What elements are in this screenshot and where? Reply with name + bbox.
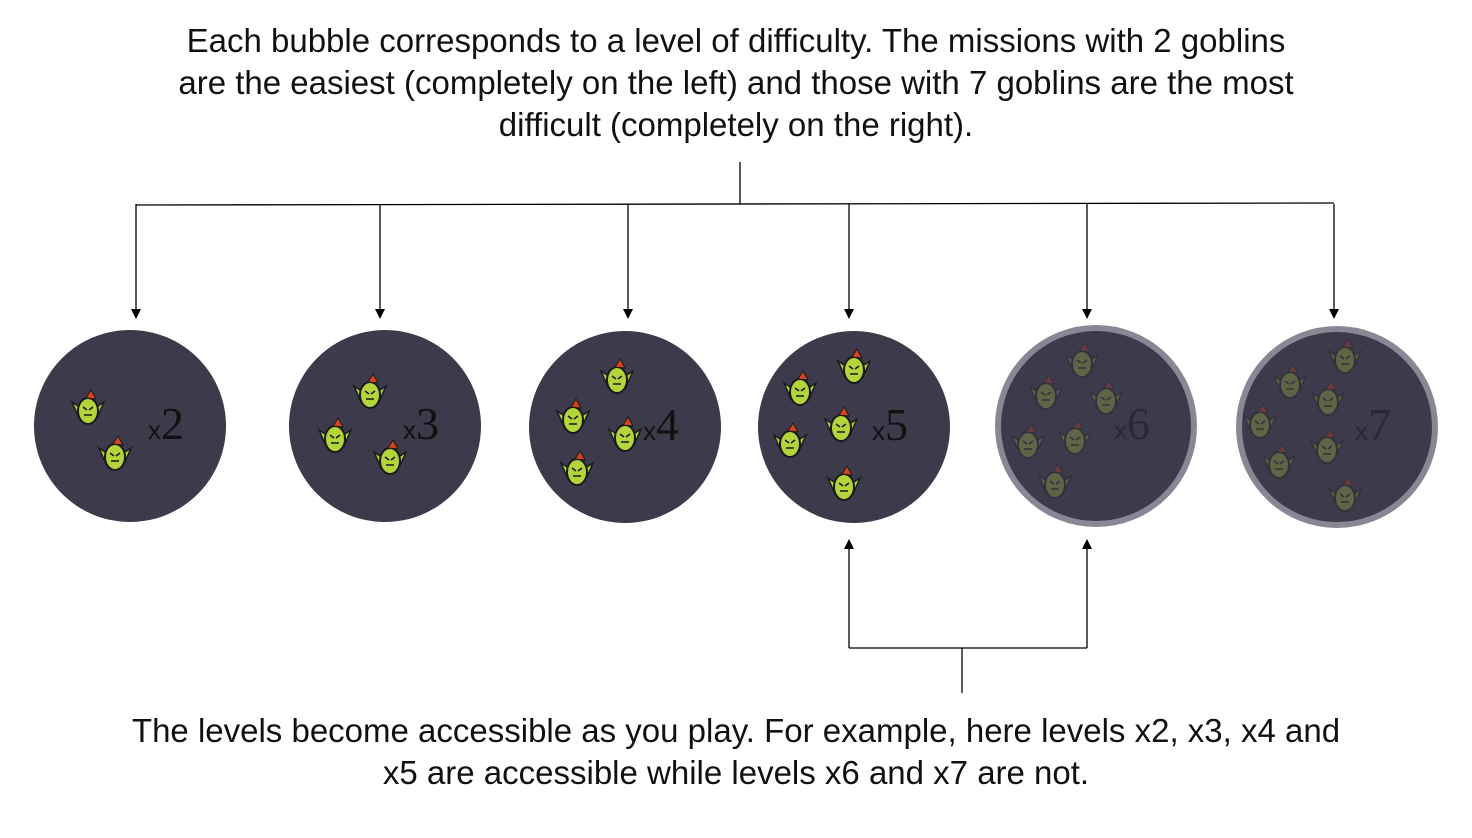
goblin-icon	[1309, 428, 1345, 464]
level-label-count: 7	[1368, 399, 1391, 450]
goblin-icon	[97, 435, 133, 471]
goblin-icon	[607, 416, 643, 452]
level-label: x7	[1355, 399, 1391, 450]
level-label-count: 5	[885, 399, 908, 450]
level-label-count: 4	[656, 399, 679, 450]
level-label-x: x	[148, 415, 161, 445]
bubble-circle	[289, 330, 481, 522]
goblin-icon	[1057, 419, 1093, 455]
level-bubble-x4[interactable]: x4	[529, 331, 721, 523]
level-label-count: 6	[1127, 398, 1150, 449]
goblin-icon	[772, 422, 808, 458]
top-bracket	[135, 162, 1335, 206]
level-label-x: x	[1355, 416, 1368, 446]
goblin-icon	[1327, 338, 1363, 374]
goblin-icon	[70, 389, 106, 425]
level-bubble-x7[interactable]: x7	[1236, 326, 1438, 528]
goblin-icon	[1028, 374, 1064, 410]
level-label: x6	[1114, 398, 1150, 449]
goblin-icon	[352, 373, 388, 409]
goblin-icon	[782, 370, 818, 406]
goblin-icon	[1310, 380, 1346, 416]
top-caption-line-3: difficult (completely on the right).	[498, 106, 974, 143]
goblin-icon	[1242, 403, 1278, 439]
bubble-circle	[34, 330, 226, 522]
level-label: x2	[148, 398, 184, 449]
level-bubble-x3[interactable]: x3	[289, 330, 481, 522]
goblin-icon	[1272, 363, 1308, 399]
level-label-x: x	[872, 416, 885, 446]
goblin-icon	[826, 465, 862, 501]
level-bubble-x2[interactable]: x2	[34, 330, 226, 522]
level-label: x3	[403, 398, 439, 449]
bottom-caption: The levels become accessible as you play…	[0, 710, 1472, 794]
level-label-count: 2	[161, 398, 184, 449]
bottom-caption-line-2: x5 are accessible while levels x6 and x7…	[382, 754, 1090, 791]
goblin-icon	[372, 439, 408, 475]
goblin-icon	[1261, 443, 1297, 479]
level-bubble-x6[interactable]: x6	[995, 325, 1197, 527]
goblin-icon	[823, 406, 859, 442]
goblin-icon	[1010, 423, 1046, 459]
goblin-icon	[836, 348, 872, 384]
top-caption: Each bubble corresponds to a level of di…	[0, 20, 1472, 146]
level-label: x5	[872, 399, 908, 450]
goblin-icon	[559, 450, 595, 486]
goblin-icon	[317, 417, 353, 453]
level-label-count: 3	[416, 398, 439, 449]
level-bubble-x5[interactable]: x5	[758, 331, 950, 523]
goblin-icon	[1037, 463, 1073, 499]
goblin-icon	[555, 398, 591, 434]
top-arrows	[131, 204, 1339, 319]
level-label-x: x	[1114, 415, 1127, 445]
bottom-bracket	[844, 539, 1092, 693]
goblin-icon	[1327, 476, 1363, 512]
level-label-x: x	[643, 416, 656, 446]
level-bubbles: x2 x3 x4 x5 x6 x7	[34, 325, 1438, 528]
bottom-caption-line-1: The levels become accessible as you play…	[131, 712, 1341, 749]
top-caption-line-1: Each bubble corresponds to a level of di…	[186, 22, 1286, 59]
level-label-x: x	[403, 415, 416, 445]
goblin-icon	[1064, 342, 1100, 378]
goblin-icon	[599, 358, 635, 394]
top-caption-line-2: are the easiest (completely on the left)…	[178, 64, 1294, 101]
bubble-circle	[995, 325, 1197, 527]
level-label: x4	[643, 399, 679, 450]
goblin-icon	[1088, 379, 1124, 415]
bubble-circle	[1236, 326, 1438, 528]
